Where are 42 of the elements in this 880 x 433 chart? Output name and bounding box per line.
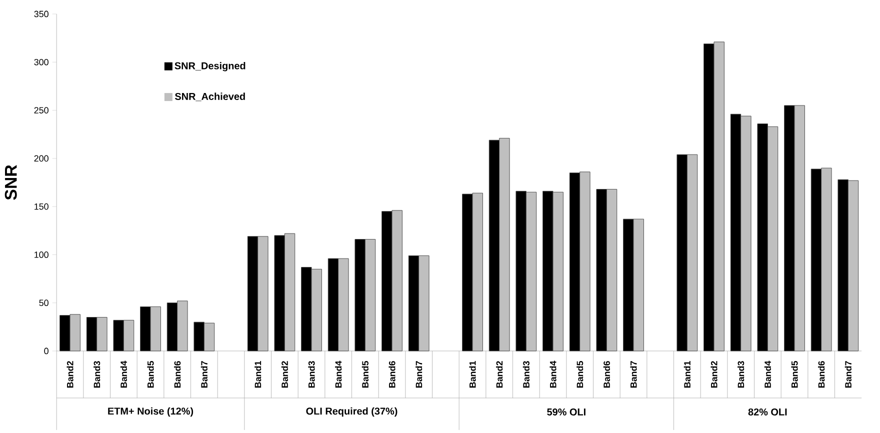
x-tick-label: Band1 [469, 361, 476, 388]
x-tick-label: Band3 [94, 361, 100, 388]
x-tick-label: Band7 [200, 361, 208, 388]
x-tick-label: Band4 [335, 360, 342, 388]
x-tick-label: Band5 [576, 361, 584, 388]
x-tick-label: Band4 [550, 360, 556, 388]
y-tick-label: 0 [44, 348, 48, 354]
x-tick-label: Band2 [496, 361, 503, 388]
x-tick-label: Band2 [66, 361, 74, 388]
text: OLI Required (37%) [306, 407, 398, 417]
legend-label: SNR_Designed [174, 62, 246, 72]
legend-label: SNR_Achieved [174, 92, 245, 102]
text: 82% OLI [748, 408, 787, 416]
x-tick-label: Band7 [416, 361, 422, 388]
y-tick-label: 150 [34, 203, 48, 210]
y-tick-label: 100 [34, 252, 48, 258]
x-tick-label: Band2 [710, 361, 718, 388]
x-tick-label: Band6 [174, 361, 181, 388]
x-tick-label: Band5 [147, 361, 154, 388]
text: ETM+ Noise (12%) [108, 407, 194, 417]
x-tick-label: Band2 [281, 361, 288, 388]
x-tick-label: Band1 [254, 361, 262, 388]
x-tick-label: Band6 [818, 361, 825, 388]
x-tick-label: Band7 [630, 361, 637, 388]
y-tick-label: 200 [34, 155, 48, 162]
x-tick-label: Band4 [120, 360, 127, 388]
y-tick-label: 300 [34, 58, 48, 66]
x-tick-label: Band1 [684, 361, 690, 388]
x-tick-label: Band6 [603, 361, 610, 388]
x-tick-label: Band5 [362, 361, 368, 388]
y-tick-label: 350 [34, 10, 48, 18]
x-tick-label: Band4 [764, 360, 771, 388]
x-tick-label: Band6 [388, 361, 396, 388]
text: 59% OLI [547, 408, 586, 416]
x-tick-label: Band7 [844, 361, 852, 388]
x-tick-label: Band3 [308, 361, 315, 388]
x-tick-label: Band3 [522, 361, 530, 388]
y-tick-label: 250 [34, 107, 48, 114]
y-axis-title: SNR [4, 164, 17, 200]
y-tick-label: 50 [39, 300, 48, 306]
x-tick-label: Band3 [738, 361, 744, 388]
x-tick-label: Band5 [791, 361, 798, 388]
